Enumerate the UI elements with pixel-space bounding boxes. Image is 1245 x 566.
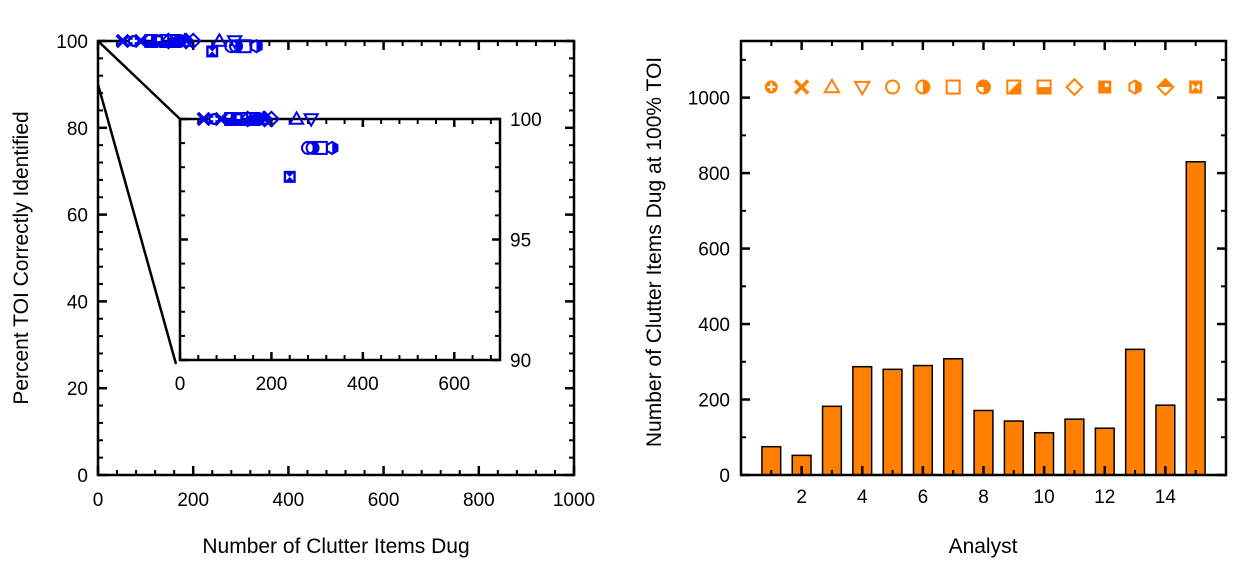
bar-analyst-4 [852, 365, 873, 476]
inset-point-triangle-up [288, 110, 305, 125]
bar-chart: 2 4 6 8 10 12 14 0 200 400 600 800 1000 Analyst Numb… [643, 39, 1228, 558]
scatter-y-tick-label: 100 [56, 32, 88, 53]
bar-analyst-11 [1064, 418, 1085, 476]
scatter-y-tick-label: 40 [67, 292, 88, 313]
analyst-marker-half-square [1006, 79, 1022, 95]
bar-y-tick-label: 200 [698, 391, 730, 412]
bar-x-tick-label: 14 [1155, 487, 1177, 508]
scatter-x-tick-label: 600 [368, 490, 400, 511]
scatter-x-tick-label: 1000 [553, 490, 595, 511]
scatter-x-tick-label: 800 [463, 490, 495, 511]
bar-analyst-9 [1003, 420, 1024, 476]
scatter-point-checker-square [151, 35, 164, 47]
inset-y-tick-label: 90 [510, 351, 531, 372]
scatter-x-axis-label: Number of Clutter Items Dug [202, 535, 469, 558]
inset-y-tick-label: 95 [510, 231, 531, 252]
inset-frame [178, 117, 502, 362]
scatter-x-tick-label: 400 [273, 490, 305, 511]
bar-x-axis-label: Analyst [949, 535, 1018, 558]
analyst-marker-circle-plus [764, 80, 778, 94]
inset-point-diamond [239, 110, 257, 128]
inset-point-x [213, 111, 229, 127]
scatter-plot-frame [96, 39, 576, 477]
scatter-point-triangle-up [211, 32, 228, 47]
bar-series [761, 161, 1206, 476]
inset-connector-bottom [96, 84, 178, 365]
scatter-point-x [133, 33, 149, 49]
bar-analyst-6 [912, 364, 934, 476]
analyst-marker-x [793, 79, 810, 95]
inset-point-half-square [246, 112, 261, 126]
bar-x-tick-label: 8 [978, 487, 989, 508]
inset-plot: 0 200 400 600 90 95 100 [175, 110, 542, 395]
inset-point-checker-square [230, 113, 243, 125]
bar-analyst-13 [1124, 348, 1146, 476]
inset-x-tick-label: 200 [256, 374, 288, 395]
scatter-y-axis-label: Percent TOI Correctly Identified [10, 111, 33, 404]
inset-point-x [196, 111, 212, 127]
inset-y-tick-label: 100 [510, 110, 542, 131]
bar-x-tick-label: 6 [918, 487, 929, 508]
scatter-point-half-square [167, 34, 182, 48]
bar-analyst-5 [882, 368, 903, 476]
analyst-marker-half-diamond [1156, 77, 1175, 97]
inset-point-diamond [262, 110, 281, 128]
scatter-x-tick-label: 0 [93, 490, 104, 511]
scatter-y-tick-label: 20 [67, 379, 88, 400]
scatter-point-bowtie-square [206, 45, 219, 58]
bar-y-tick-label: 1000 [688, 89, 730, 110]
scatter-point-half-diamond [177, 32, 195, 50]
analyst-marker-triangle-down [853, 80, 872, 97]
bar-analyst-8 [973, 409, 994, 476]
bar-analyst-14 [1155, 404, 1176, 476]
bar-x-tick-label: 10 [1034, 487, 1055, 508]
scatter-chart: 0 200 400 600 800 1000 0 20 40 60 80 100 0 200 400 600… [10, 32, 595, 558]
bar-analyst-15 [1185, 161, 1206, 476]
scatter-x-tick-label: 200 [177, 490, 209, 511]
bar-x-tick-label: 2 [796, 487, 807, 508]
bar-x-tick-label: 12 [1094, 487, 1115, 508]
analyst-marker-bowtie-square [1189, 80, 1203, 94]
scatter-point-diamond [184, 32, 202, 50]
scatter-point-x [115, 33, 130, 49]
analyst-marker-half-circle [915, 79, 931, 95]
inset-connector-top [97, 40, 181, 120]
bar-y-tick-label: 400 [698, 315, 730, 336]
inset-point-bowtie-square [283, 170, 296, 183]
bar-x-tick-label: 4 [857, 487, 868, 508]
analyst-marker-half-square-h [1036, 79, 1052, 95]
bar-y-tick-label: 600 [698, 240, 730, 261]
inset-point-triangle-down [302, 113, 320, 128]
scatter-point-half-hexagon [250, 39, 263, 54]
analyst-marker-triangle-up [823, 77, 841, 94]
bar-analyst-3 [821, 405, 843, 476]
inset-connector-lines [96, 40, 181, 365]
analyst-marker-diamond [1065, 77, 1084, 97]
bar-y-axis-label: Number of Clutter Items Dug at 100% TOI [643, 57, 666, 447]
bar-ticks: 2 4 6 8 10 12 14 0 200 400 600 800 1000 [688, 41, 1226, 508]
inset-x-tick-label: 600 [438, 374, 470, 395]
scatter-y-tick-label: 80 [67, 119, 88, 140]
analyst-marker-quarter-circle [976, 79, 991, 95]
analyst-marker-square [945, 79, 961, 95]
scatter-point-half-circle [229, 39, 244, 54]
analyst-marker-half-hexagon [1128, 79, 1142, 95]
bar-y-tick-label: 0 [719, 466, 730, 487]
scatter-points [115, 32, 339, 183]
bar-analyst-7 [943, 358, 964, 476]
inset-x-tick-label: 0 [175, 374, 186, 395]
scatter-y-tick-label: 60 [67, 206, 88, 227]
scatter-y-tick-label: 0 [77, 466, 88, 487]
scatter-point-diamond [159, 32, 178, 50]
analyst-marker-checker-square [1098, 80, 1112, 94]
inset-x-tick-label: 400 [347, 374, 379, 395]
analyst-marker-circle [885, 79, 901, 95]
inset-point-half-hexagon [326, 140, 339, 156]
analyst-markers [764, 77, 1203, 97]
bar-y-tick-label: 800 [698, 164, 730, 185]
